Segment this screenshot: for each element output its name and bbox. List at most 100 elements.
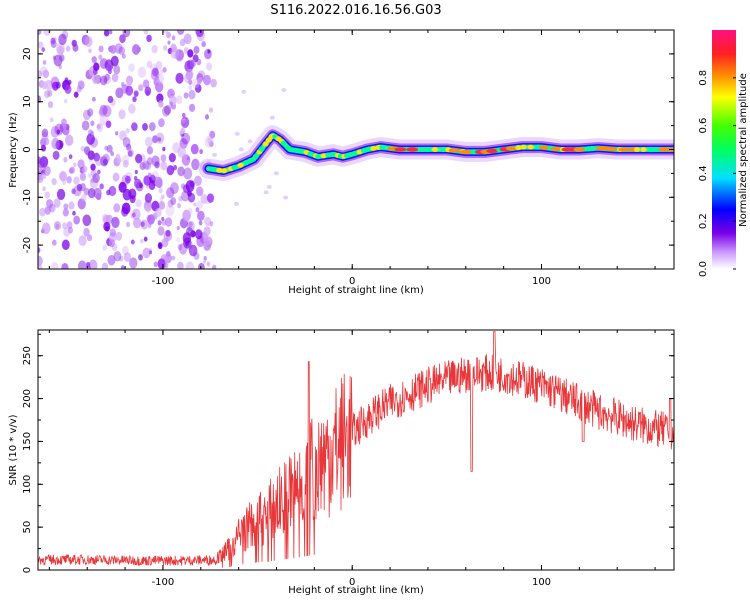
noise-blob bbox=[146, 60, 153, 69]
noise-blob bbox=[185, 261, 195, 269]
noise-blob bbox=[199, 149, 203, 155]
noise-blob bbox=[90, 163, 96, 171]
noise-speck bbox=[263, 190, 269, 195]
noise-blob bbox=[178, 195, 183, 202]
noise-blob bbox=[209, 130, 216, 139]
noise-blob bbox=[152, 67, 159, 77]
noise-blob bbox=[188, 103, 196, 112]
noise-blob bbox=[87, 188, 96, 199]
noise-blob bbox=[59, 123, 67, 133]
noise-blob bbox=[112, 172, 120, 182]
bottom-y-tick-label: 0 bbox=[22, 567, 33, 573]
noise-blob bbox=[62, 222, 68, 230]
noise-blob bbox=[47, 101, 54, 109]
ridge-peak bbox=[515, 145, 522, 151]
noise-speck bbox=[247, 139, 253, 144]
noise-blob bbox=[146, 184, 150, 189]
noise-blob bbox=[92, 97, 96, 102]
noise-blob bbox=[62, 208, 69, 217]
noise-blob bbox=[125, 75, 134, 86]
colorbar-tick-label: 0.0 bbox=[698, 261, 709, 277]
noise-blob bbox=[109, 44, 117, 54]
noise-blob bbox=[177, 261, 184, 269]
noise-blob bbox=[113, 251, 122, 262]
ridge-peak bbox=[573, 147, 586, 152]
noise-blob bbox=[148, 122, 156, 132]
noise-blob bbox=[166, 187, 175, 199]
noise-blob bbox=[115, 87, 124, 99]
noise-blob bbox=[165, 229, 171, 237]
noise-blob bbox=[108, 185, 117, 197]
noise-blob bbox=[167, 199, 174, 208]
noise-blob bbox=[71, 188, 76, 195]
noise-blob bbox=[140, 239, 144, 244]
noise-blob bbox=[103, 73, 112, 85]
noise-blob bbox=[149, 250, 153, 255]
noise-blob bbox=[41, 47, 46, 52]
noise-blob bbox=[38, 95, 42, 103]
noise-blob bbox=[98, 54, 103, 60]
noise-blob bbox=[188, 244, 198, 257]
noise-blob bbox=[43, 137, 50, 146]
heatmap-area bbox=[38, 30, 674, 269]
noise-blob bbox=[185, 241, 189, 247]
noise-blob bbox=[137, 66, 147, 78]
noise-blob bbox=[177, 146, 186, 158]
noise-blob bbox=[86, 261, 91, 268]
ridge-peak bbox=[325, 152, 332, 158]
noise-blob bbox=[40, 144, 47, 152]
noise-blob bbox=[62, 179, 67, 186]
noise-blob bbox=[163, 105, 172, 115]
noise-blob bbox=[108, 30, 113, 35]
noise-blob bbox=[135, 199, 142, 208]
noise-blob bbox=[49, 117, 54, 123]
noise-blob bbox=[165, 204, 175, 217]
noise-blob bbox=[209, 107, 214, 113]
noise-blob bbox=[115, 131, 119, 136]
noise-blob bbox=[138, 254, 143, 261]
noise-blob bbox=[58, 33, 67, 46]
snr-panel: -100 0 100 0 50 100 150 200 250 Height of strai… bbox=[8, 329, 675, 596]
noise-blob bbox=[73, 215, 80, 225]
noise-blob bbox=[183, 47, 189, 54]
noise-blob bbox=[202, 259, 207, 264]
noise-blob bbox=[142, 123, 148, 131]
noise-blob bbox=[78, 235, 87, 247]
noise-blob bbox=[105, 120, 112, 128]
noise-blob bbox=[123, 252, 131, 262]
noise-blob bbox=[132, 212, 136, 218]
noise-blob bbox=[121, 53, 126, 59]
noise-blob bbox=[130, 239, 135, 245]
top-x-ticks: -100 0 100 bbox=[48, 30, 656, 287]
noise-blob bbox=[53, 220, 61, 231]
ridge-peak bbox=[471, 149, 478, 155]
noise-blob bbox=[38, 70, 43, 78]
noise-blob bbox=[107, 68, 112, 75]
noise-blob bbox=[151, 170, 159, 182]
noise-blob bbox=[212, 264, 217, 269]
noise-blob bbox=[191, 158, 200, 171]
noise-blob bbox=[133, 90, 139, 97]
noise-blob bbox=[134, 178, 142, 189]
noise-blob bbox=[163, 45, 168, 51]
noise-blob bbox=[38, 41, 44, 49]
ridge-peak bbox=[419, 147, 426, 152]
noise-blob bbox=[106, 144, 113, 153]
noise-blob bbox=[132, 96, 137, 103]
noise-blob bbox=[38, 156, 42, 165]
noise-speck bbox=[234, 131, 240, 136]
ridge-peak bbox=[448, 148, 461, 153]
bottom-y-tick-label: 250 bbox=[22, 346, 33, 365]
noise-blob bbox=[81, 165, 88, 173]
noise-blob bbox=[115, 153, 121, 160]
noise-blob bbox=[81, 193, 87, 202]
noise-blob bbox=[66, 221, 73, 229]
noise-blob bbox=[203, 240, 211, 251]
noise-blob bbox=[111, 216, 120, 228]
noise-blob bbox=[177, 166, 185, 177]
bottom-y-tick-label: 50 bbox=[22, 521, 33, 534]
noise-blob bbox=[49, 203, 56, 213]
noise-blob bbox=[118, 109, 126, 120]
ridge-peak bbox=[237, 162, 244, 168]
noise-blob bbox=[201, 41, 206, 48]
